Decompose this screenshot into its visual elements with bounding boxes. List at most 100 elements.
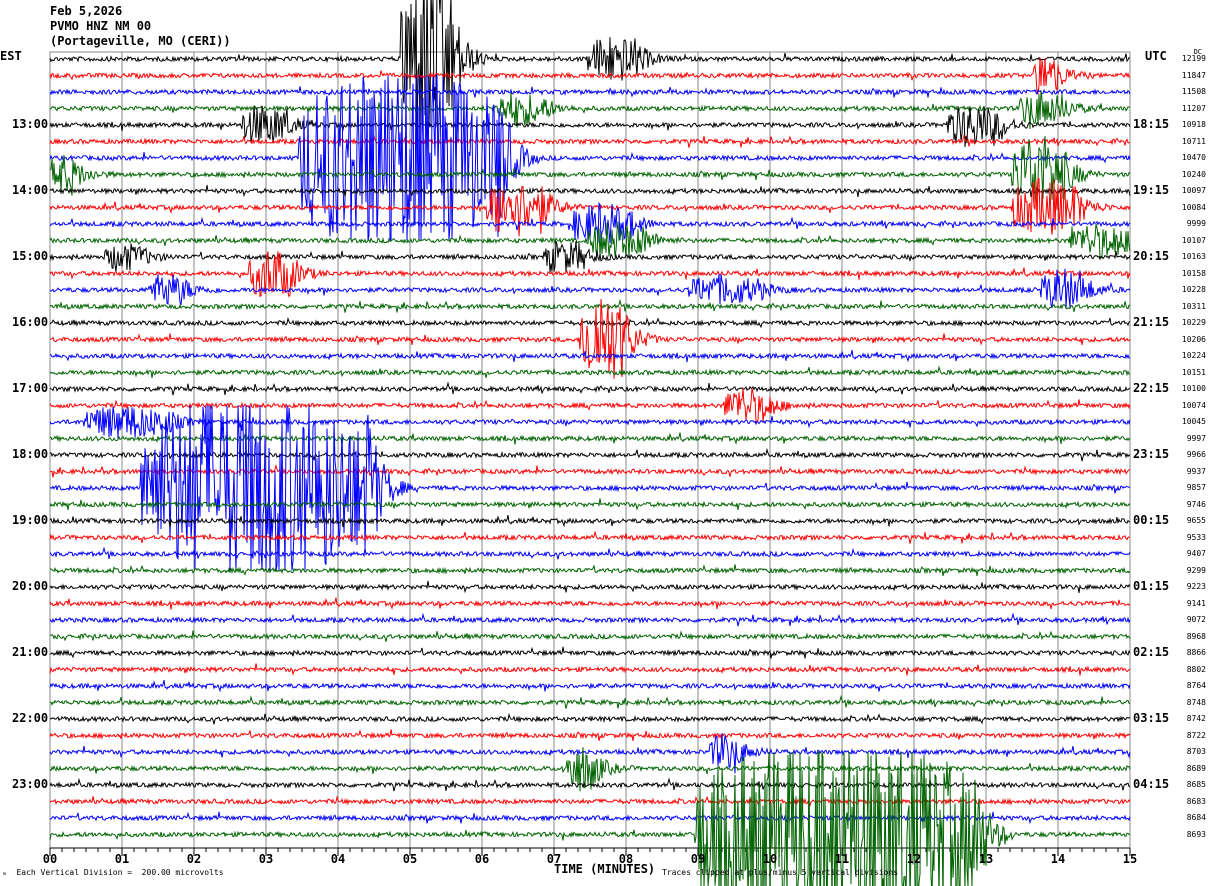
dc-offset-label: 10163 <box>1181 252 1206 261</box>
utc-hour-label: 23:15 <box>1133 447 1170 461</box>
scale-text: Each Vertical Division = 200.00 microvol… <box>16 868 224 877</box>
trace-row-32 <box>49 580 1131 594</box>
trace-row-28 <box>49 514 1131 528</box>
dc-label: DC <box>1193 48 1202 56</box>
trace-row-21 <box>49 387 1131 423</box>
dc-offset-label: 10311 <box>1181 301 1206 311</box>
x-tick-label: 07 <box>546 852 562 866</box>
trace-row-23 <box>50 432 1131 445</box>
station-title: PVMO HNZ NM 00 <box>50 19 152 33</box>
est-hour-label: 17:00 <box>12 381 49 395</box>
trace-row-45 <box>49 795 1131 807</box>
dc-offset-label: 8802 <box>1186 664 1206 674</box>
x-tick-label: 10 <box>762 852 778 866</box>
dc-offset-label: 11508 <box>1181 87 1206 96</box>
trace-row-35 <box>49 630 1131 642</box>
utc-hour-label: 22:15 <box>1133 381 1170 395</box>
trace-row-9 <box>49 177 1131 237</box>
trace-row-13 <box>49 251 1131 298</box>
trace-row-36 <box>49 646 1131 659</box>
dc-offset-label: 11847 <box>1181 70 1206 80</box>
scale-note: ₘ Each Vertical Division = 200.00 microv… <box>2 868 224 877</box>
est-hour-label: 22:00 <box>12 711 49 725</box>
dc-offset-label: 9746 <box>1186 499 1206 509</box>
dc-offset-label: 9999 <box>1186 219 1206 228</box>
dc-offset-label: 9141 <box>1186 598 1206 608</box>
dc-offset-label: 10229 <box>1181 318 1206 327</box>
trace-row-38 <box>49 679 1131 693</box>
clip-note: Traces clipped at plus/minus 5 vertical … <box>662 868 899 877</box>
x-tick-label: 14 <box>1050 852 1066 866</box>
trace-row-22 <box>49 407 1131 439</box>
dc-offset-label: 8684 <box>1186 813 1206 822</box>
dc-offset-label: 11207 <box>1181 103 1206 113</box>
trace-row-24 <box>49 447 1131 462</box>
x-tick-label: 03 <box>258 852 274 866</box>
trace-row-25 <box>49 463 1131 478</box>
trace-row-6 <box>49 73 1131 241</box>
dc-offset-label: 8748 <box>1186 697 1206 707</box>
dc-offset-label: 9533 <box>1186 532 1206 542</box>
est-hour-label: 19:00 <box>12 513 49 527</box>
x-tick-label: 01 <box>114 852 130 866</box>
dc-offset-label: 10045 <box>1181 417 1206 426</box>
trace-row-14 <box>49 268 1131 309</box>
dc-offset-label: 8742 <box>1186 714 1206 723</box>
x-tick-label: 02 <box>186 852 202 866</box>
dc-offset-label: 10151 <box>1181 367 1206 377</box>
x-tick-label: 15 <box>1122 852 1138 866</box>
trace-row-33 <box>49 597 1131 610</box>
trace-row-4 <box>49 105 1131 148</box>
trace-row-30 <box>49 546 1131 560</box>
dc-offset-label: 9407 <box>1186 549 1206 558</box>
x-tick-label: 11 <box>834 852 850 866</box>
x-tick-label: 09 <box>690 852 706 866</box>
est-hour-label: 15:00 <box>12 249 49 263</box>
utc-hour-label: 02:15 <box>1133 645 1170 659</box>
dc-offset-label: 10240 <box>1181 169 1206 179</box>
dc-offset-label: 8689 <box>1186 763 1206 773</box>
trace-row-3 <box>49 90 1130 130</box>
utc-hour-label: 00:15 <box>1133 513 1170 527</box>
trace-row-46 <box>49 811 1131 825</box>
trace-row-2 <box>49 86 1131 98</box>
dc-offset-label: 10470 <box>1181 153 1206 162</box>
plot-frame <box>49 51 1131 849</box>
trace-row-42 <box>49 733 1131 774</box>
est-hour-label: 20:00 <box>12 579 49 593</box>
utc-hour-label: 03:15 <box>1133 711 1170 725</box>
dc-offset-label: 9299 <box>1186 565 1206 575</box>
x-tick-label: 12 <box>906 852 922 866</box>
dc-offset-label: 10918 <box>1181 120 1206 129</box>
x-tick-label: 06 <box>474 852 490 866</box>
trace-row-0 <box>49 0 1131 142</box>
x-tick-label: 04 <box>330 852 346 866</box>
est-hour-label: 23:00 <box>12 777 49 791</box>
dc-offset-label: 8866 <box>1186 648 1206 657</box>
dc-offset-label: 8968 <box>1186 631 1206 641</box>
trace-row-37 <box>49 663 1131 676</box>
trace-row-41 <box>49 729 1131 742</box>
dc-offset-label: 10158 <box>1181 268 1206 278</box>
dc-offset-label: 10711 <box>1181 136 1206 146</box>
dc-offset-label: 9966 <box>1186 450 1206 459</box>
trace-row-29 <box>49 530 1131 544</box>
dc-offset-label: 10074 <box>1181 400 1206 410</box>
est-hour-label: 16:00 <box>12 315 49 329</box>
dc-offset-label: 8722 <box>1186 730 1206 740</box>
trace-row-31 <box>49 564 1131 577</box>
dc-offset-label: 10097 <box>1181 186 1206 195</box>
dc-offset-label: 9937 <box>1186 466 1206 476</box>
dc-offset-label: 8703 <box>1186 747 1206 756</box>
trace-row-27 <box>49 498 1131 511</box>
utc-hour-label: 18:15 <box>1133 117 1170 131</box>
dc-offset-label: 8685 <box>1186 780 1206 789</box>
dc-offset-label: 10206 <box>1181 334 1206 344</box>
dc-offset-label: 9072 <box>1186 615 1206 624</box>
trace-row-26 <box>49 405 1131 571</box>
trace-row-12 <box>49 240 1131 273</box>
trace-row-7 <box>49 135 1131 204</box>
dc-offset-label: 10224 <box>1181 351 1206 360</box>
est-hour-label: 14:00 <box>12 183 49 197</box>
